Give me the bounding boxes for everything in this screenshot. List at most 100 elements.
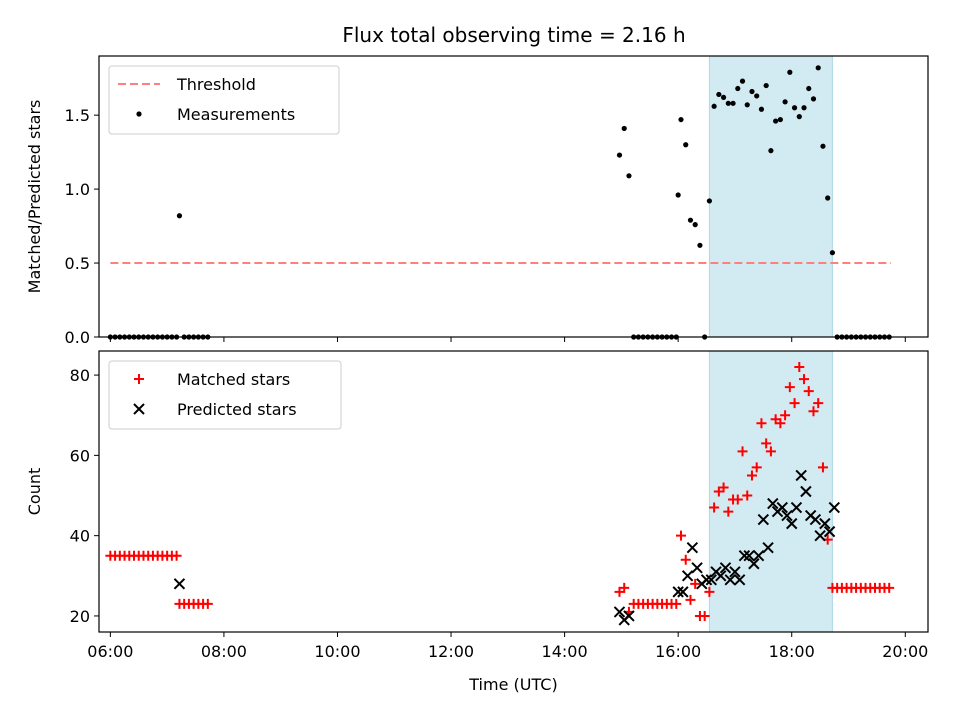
y-tick-label: 80 [70,366,90,385]
predicted-star-point [705,574,717,586]
predicted-star-point [757,513,770,526]
measurement-point [720,94,727,101]
legend-box [108,65,340,135]
predicted-star-point [724,574,736,586]
matched-star-point [704,586,715,597]
measurement-point [820,143,826,149]
matched-star-point [794,362,805,373]
series-matched-stars [105,362,895,621]
matched-star-point [756,418,767,429]
matched-star-point [718,482,729,493]
measurement-point [739,78,746,84]
x-tick-label: 20:00 [882,642,928,661]
matched-star-point [742,490,753,501]
predicted-star-point [814,529,826,542]
measurement-point [697,242,703,248]
predicted-star-point [691,562,703,574]
predicted-star-point [800,485,812,498]
matched-star-point [723,506,734,517]
matched-star-point [813,398,824,409]
matched-star-point [784,382,795,393]
measurement-point [796,114,802,120]
y-tick-label: 0.5 [65,254,90,273]
predicted-star-point [762,541,774,554]
measurement-point [678,116,684,123]
predicted-star-point [686,541,699,554]
predicted-star-point [173,578,186,590]
predicted-star-point [790,501,803,514]
x-tick-label: 06:00 [87,642,133,661]
measurement-point [754,93,760,99]
x-axis-label: Time (UTC) [468,675,557,694]
predicted-star-point [776,501,788,514]
matched-star-point [789,398,800,409]
measurement-point [692,222,698,228]
legend-box [108,360,342,430]
measurement-point [716,91,722,98]
plot-frame [98,55,929,338]
legend: Matched stars Predicted stars [108,360,342,430]
y-tick-label: 0.0 [65,328,90,347]
measurement-point [176,213,183,219]
matched-star-point [751,462,762,473]
legend: Threshold Measurements [108,65,340,135]
measurement-point [687,217,694,223]
measurement-point [749,88,755,95]
measurement-point [782,99,788,105]
matched-star-point [765,446,776,457]
plot-frame [98,350,929,633]
y-tick-label: 20 [70,607,90,626]
matched-star-point [671,598,682,609]
measurement-point [621,125,627,132]
matched-star-point [817,462,828,473]
star-count-panel: 06:00 08:00 10:00 12:00 14:00 16:00 18:00 20:00… [25,350,929,694]
measurement-point [706,198,712,204]
predicted-star-point [700,574,713,586]
x-tick-label: 18:00 [769,642,815,661]
measurement-point [787,69,793,75]
matched-star-point [746,470,757,481]
measurement-point [815,65,821,71]
matched-star-point [737,446,748,457]
y-tick-label: 60 [70,446,90,465]
measurement-point [810,96,817,102]
y-axis-label: Count [25,468,44,516]
y-tick-label: 40 [70,527,90,546]
observing-window-span [709,351,833,632]
matched-star-point [676,530,687,541]
predicted-star-point [819,517,831,530]
predicted-star-point [623,610,635,622]
measurement-point [777,116,783,123]
measurement-point [768,148,774,154]
legend-label: Predicted stars [177,400,297,419]
predicted-star-point [786,517,798,530]
measurement-point [711,103,717,109]
x-tick-label: 12:00 [428,642,474,661]
x-tick-label: 14:00 [542,642,588,661]
series-predicted-stars [173,469,841,626]
matched-star-point [619,582,630,593]
matched-star-point [799,374,810,385]
y-axis-label: Matched/Predicted stars [25,100,44,294]
legend-matched-swatch [134,374,144,384]
measurement-point [683,142,689,148]
predicted-star-point [715,570,727,582]
predicted-star-point [795,469,807,482]
measurement-point [829,250,836,256]
measurement-point [626,173,632,179]
predicted-star-point [828,501,841,514]
predicted-star-point [677,586,689,598]
predicted-star-point [752,550,765,562]
predicted-star-point [738,550,751,562]
predicted-star-point [719,562,732,574]
predicted-star-point [613,606,626,618]
x-tick-label: 08:00 [201,642,247,661]
flux-ratio-panel: 0.0 0.5 1.0 1.5 Matched/Predicted stars Thres… [25,55,929,347]
legend-label: Matched stars [177,370,290,389]
legend-measurement-swatch [136,111,142,117]
legend-label: Measurements [177,105,295,124]
predicted-star-point [672,586,684,598]
matched-star-point [699,610,710,621]
predicted-star-point [809,513,822,526]
